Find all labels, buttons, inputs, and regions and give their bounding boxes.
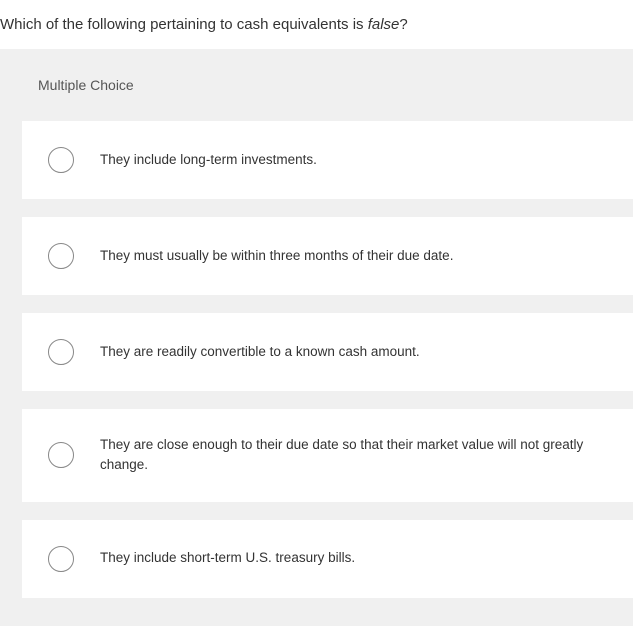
- option-text: They are close enough to their due date …: [100, 435, 611, 476]
- section-label-wrapper: Multiple Choice: [0, 49, 633, 121]
- radio-button[interactable]: [48, 442, 74, 468]
- question-text: Which of the following pertaining to cas…: [0, 14, 633, 35]
- option-row[interactable]: They must usually be within three months…: [22, 217, 633, 295]
- radio-button[interactable]: [48, 339, 74, 365]
- radio-button[interactable]: [48, 243, 74, 269]
- option-row[interactable]: They are close enough to their due date …: [22, 409, 633, 502]
- option-text: They include short-term U.S. treasury bi…: [100, 548, 355, 568]
- radio-button[interactable]: [48, 546, 74, 572]
- options-container: They include long-term investments. They…: [0, 121, 633, 626]
- radio-button[interactable]: [48, 147, 74, 173]
- question-italic: false: [368, 16, 400, 33]
- question-suffix: ?: [399, 16, 407, 33]
- option-row[interactable]: They include short-term U.S. treasury bi…: [22, 520, 633, 598]
- option-row[interactable]: They are readily convertible to a known …: [22, 313, 633, 391]
- option-text: They are readily convertible to a known …: [100, 342, 420, 362]
- option-text: They must usually be within three months…: [100, 246, 453, 266]
- question-prefix: Which of the following pertaining to cas…: [0, 16, 368, 33]
- section-label: Multiple Choice: [38, 77, 633, 93]
- option-text: They include long-term investments.: [100, 150, 317, 170]
- option-row[interactable]: They include long-term investments.: [22, 121, 633, 199]
- question-header: Which of the following pertaining to cas…: [0, 0, 633, 49]
